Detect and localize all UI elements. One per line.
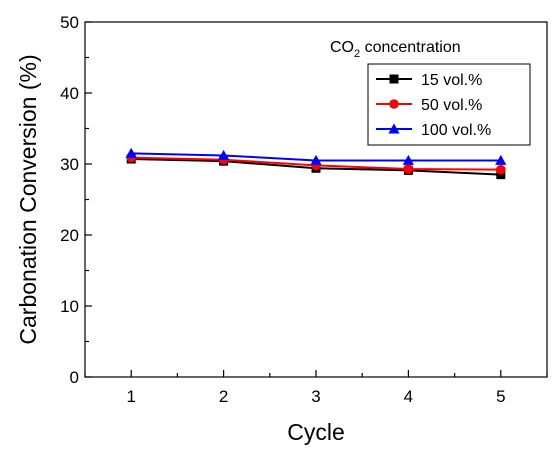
legend-title: CO2 concentration	[330, 39, 461, 60]
x-tick-label: 1	[126, 387, 135, 406]
data-point	[496, 170, 506, 180]
data-point	[218, 149, 230, 160]
legend-entry: 15 vol.%	[376, 72, 482, 89]
y-axis-title: Carbonation Conversion (%)	[15, 54, 41, 344]
legend-label: 15 vol.%	[421, 72, 482, 89]
y-tick-label: 30	[60, 155, 79, 174]
y-axis-ticks: 0 10 20 30 40 50	[60, 13, 92, 387]
series-2	[125, 147, 507, 165]
legend-swatch-marker	[389, 74, 399, 84]
legend: CO2 concentration 15 vol.% 50 vol.% 100 vol…	[330, 39, 531, 146]
x-tick-label: 3	[311, 387, 320, 406]
y-tick-label: 50	[60, 13, 79, 32]
legend-title-subscript: 2	[354, 48, 360, 60]
y-tick-label: 40	[60, 84, 79, 103]
x-tick-label: 5	[496, 387, 505, 406]
x-tick-label: 4	[404, 387, 413, 406]
legend-label: 50 vol.%	[421, 97, 482, 114]
legend-title-rest: concentration	[360, 39, 461, 56]
y-tick-label: 0	[70, 368, 79, 387]
x-axis-ticks: 1 2 3 4 5	[84, 370, 548, 406]
legend-label: 100 vol.%	[421, 122, 491, 139]
data-point	[402, 154, 414, 165]
x-tick-label: 2	[219, 387, 228, 406]
data-point	[125, 147, 137, 158]
data-point	[496, 164, 506, 175]
legend-entry: 100 vol.%	[376, 122, 491, 139]
legend-entry: 50 vol.%	[376, 97, 482, 114]
legend-swatch-marker	[388, 123, 400, 134]
y-tick-label: 20	[60, 226, 79, 245]
legend-swatch-marker	[389, 99, 399, 109]
x-axis-title: Cycle	[287, 419, 345, 445]
y-tick-label: 10	[60, 297, 79, 316]
data-point	[495, 154, 507, 165]
data-point	[310, 154, 322, 165]
legend-title-main: CO	[330, 39, 354, 56]
series-layer	[125, 147, 507, 180]
data-point	[403, 164, 414, 174]
